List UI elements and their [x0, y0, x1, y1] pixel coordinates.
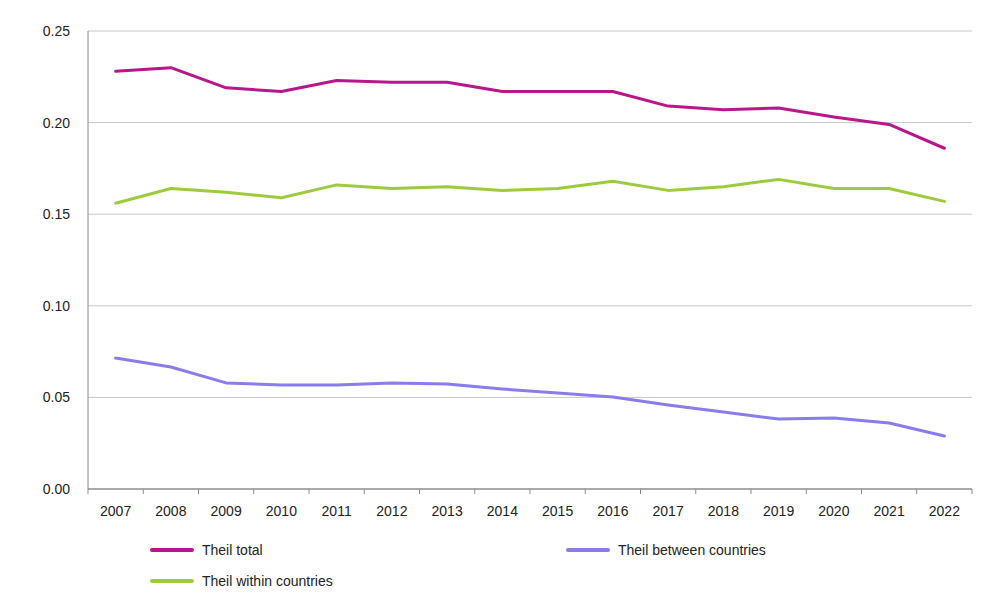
x-tick-label: 2008 — [155, 503, 186, 519]
grid-line — [88, 31, 972, 32]
y-tick-label: 0.05 — [43, 389, 70, 405]
grid-line — [88, 214, 972, 215]
legend-swatch — [152, 579, 192, 583]
x-tick — [751, 489, 752, 494]
plot-lines — [116, 68, 945, 436]
x-tick — [364, 489, 365, 494]
legend-label: Theil within countries — [202, 573, 333, 589]
legend-label: Theil total — [202, 542, 263, 558]
x-tick — [916, 489, 917, 494]
x-tick-label: 2022 — [929, 503, 960, 519]
x-tick-label: 2013 — [432, 503, 463, 519]
x-tick-label: 2011 — [322, 503, 352, 519]
x-tick-label: 2018 — [708, 503, 739, 519]
y-tick-label: 0.20 — [43, 115, 70, 131]
x-tick — [530, 489, 531, 494]
x-tick — [309, 489, 310, 494]
series-line — [116, 179, 945, 203]
x-tick-label: 2016 — [597, 503, 628, 519]
y-tick-label: 0.10 — [43, 298, 70, 314]
x-tick-label: 2020 — [818, 503, 849, 519]
x-tick — [143, 489, 144, 494]
y-axis — [88, 31, 89, 489]
x-tick — [972, 489, 973, 494]
grid-line — [88, 122, 972, 123]
legend-label: Theil between countries — [618, 542, 766, 558]
x-tick-label: 2021 — [874, 503, 905, 519]
x-tick — [88, 489, 89, 494]
y-tick-label: 0.15 — [43, 206, 70, 222]
x-tick-label: 2014 — [487, 503, 518, 519]
grid-line — [88, 397, 972, 398]
y-tick-label: 0.25 — [43, 23, 70, 39]
x-tick-label: 2017 — [653, 503, 684, 519]
x-tick — [198, 489, 199, 494]
x-tick-label: 2015 — [542, 503, 573, 519]
x-tick — [419, 489, 420, 494]
x-tick — [806, 489, 807, 494]
legend-swatch — [152, 548, 192, 552]
x-tick — [861, 489, 862, 494]
grid-line — [88, 305, 972, 306]
x-tick-label: 2007 — [100, 503, 131, 519]
x-tick-label: 2019 — [763, 503, 794, 519]
x-tick — [695, 489, 696, 494]
x-tick — [474, 489, 475, 494]
x-tick — [253, 489, 254, 494]
y-tick-label: 0.00 — [43, 481, 70, 497]
x-tick — [585, 489, 586, 494]
legend-swatch — [568, 548, 608, 552]
legend: Theil total Theil within countries Theil b… — [152, 542, 766, 589]
x-tick-label: 2009 — [211, 503, 242, 519]
chart: 0.00 0.05 0.10 0.15 0.20 0.25 2007 2008 2009 2010… — [0, 0, 1000, 601]
x-tick-label: 2010 — [266, 503, 297, 519]
series-line — [116, 68, 945, 149]
series-line — [116, 358, 945, 436]
x-tick-label: 2012 — [376, 503, 407, 519]
x-tick — [640, 489, 641, 494]
